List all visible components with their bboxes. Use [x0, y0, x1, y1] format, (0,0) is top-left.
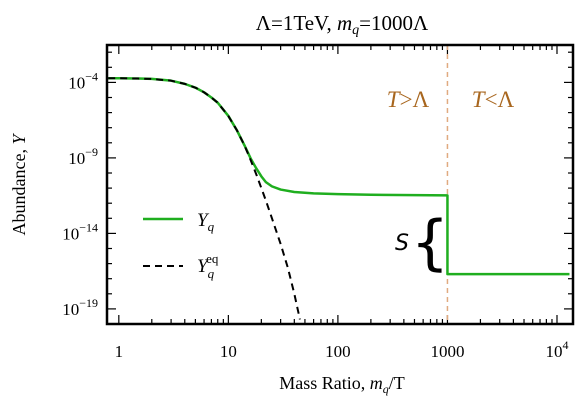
- y-axis-label-symbol: Y: [9, 133, 29, 145]
- entropy-brace: {: [411, 208, 449, 278]
- x-tick-label: 100: [325, 342, 351, 361]
- legend-yqeq-sub: q: [208, 266, 215, 281]
- plot-frame: [105, 43, 575, 326]
- title-lambda-part: Λ=1TeV,: [256, 11, 337, 35]
- x-axis-label-q: q: [383, 382, 389, 396]
- legend-label-yq: Yq: [197, 210, 215, 234]
- x-axis-label-m: m: [370, 373, 383, 393]
- y-tick-label: 10−19: [62, 296, 98, 319]
- x-axis-label-post: /T: [389, 373, 405, 393]
- series-group: [108, 76, 570, 320]
- x-axis-label-text: Mass Ratio,: [279, 373, 370, 393]
- title-mq-rest: =1000Λ: [359, 11, 429, 35]
- series-line-yq-eq: [108, 77, 301, 320]
- legend-yq-sub: q: [208, 219, 215, 234]
- region-right-rest: <Λ: [485, 87, 515, 112]
- entropy-label: S: [395, 231, 409, 256]
- x-tick-label: 1000: [430, 342, 464, 361]
- chart-title: Λ=1TeV, mq=1000Λ: [256, 11, 429, 38]
- y-axis-label-text: Abundance,: [9, 145, 29, 236]
- y-tick-label: 10−4: [68, 69, 98, 92]
- region-left-t: T: [387, 87, 402, 112]
- title-mq-q: q: [352, 23, 359, 38]
- legend-label-yq-eq: Yqeq: [197, 251, 219, 281]
- y-tick-label: 10−9: [68, 145, 98, 168]
- y-tick-label: 10−14: [62, 220, 98, 243]
- y-axis-label: Abundance, Y: [9, 133, 29, 236]
- region-label-t-greater: T>Λ: [387, 87, 430, 112]
- axis-ticks: 1 10 100 1000 104 10−4 10−9 10−14 10−19: [62, 45, 573, 361]
- x-tick-label: 104: [545, 338, 568, 361]
- x-tick-label: 10: [220, 342, 237, 361]
- legend-yq-base: Y: [197, 210, 210, 231]
- legend-yqeq-sup: eq: [206, 251, 219, 266]
- legend: Yq Yqeq: [143, 210, 219, 281]
- region-left-rest: >Λ: [400, 87, 430, 112]
- region-label-t-less: T<Λ: [472, 87, 515, 112]
- x-tick-label: 1: [115, 342, 124, 361]
- title-mq-m: m: [337, 11, 352, 35]
- region-right-t: T: [472, 87, 487, 112]
- x-axis-label: Mass Ratio, mq/T: [279, 373, 405, 396]
- legend-yqeq-base: Y: [197, 256, 210, 277]
